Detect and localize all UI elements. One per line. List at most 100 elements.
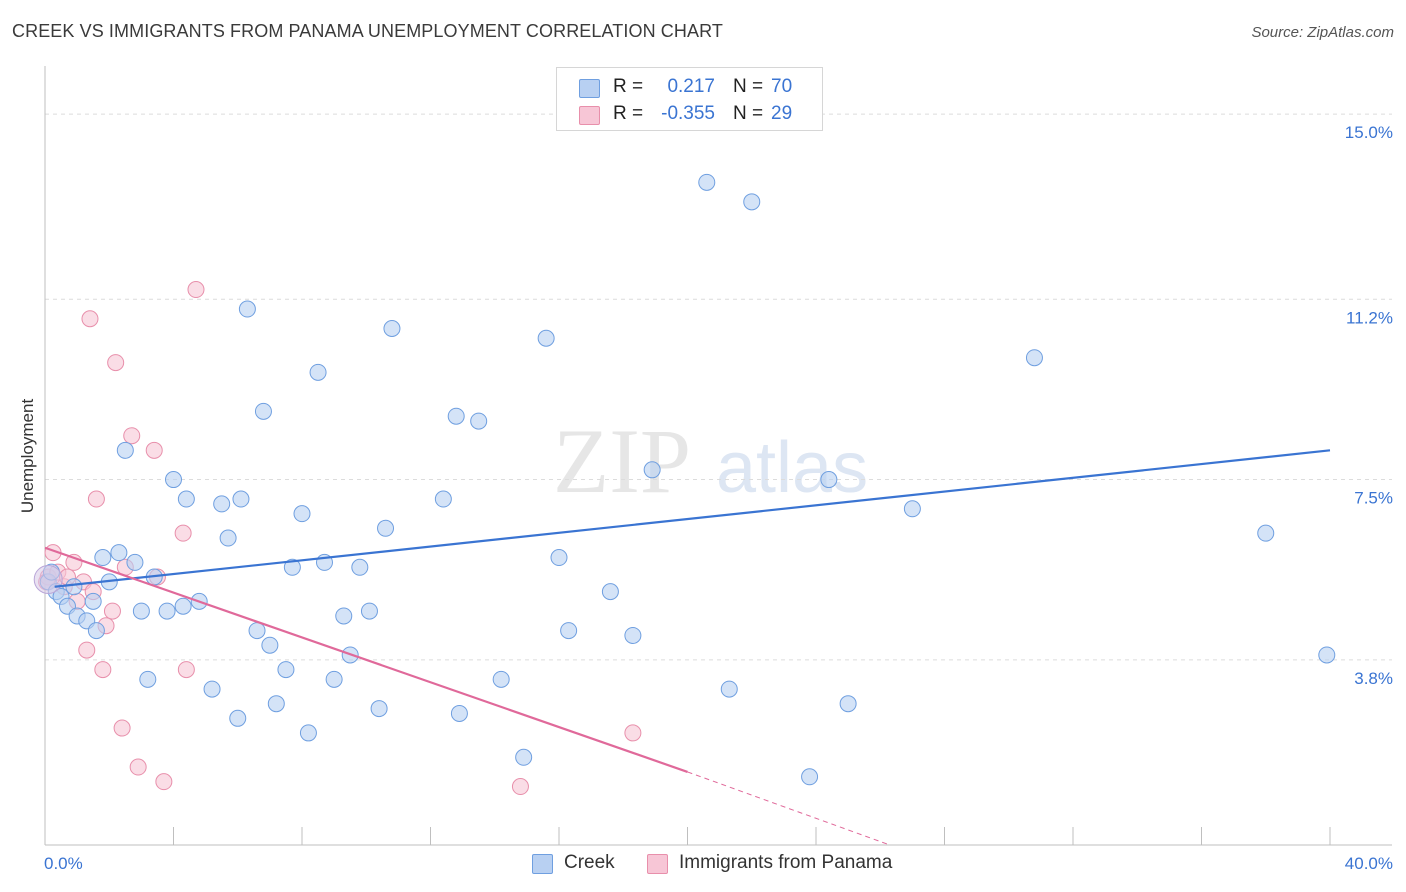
axes bbox=[44, 66, 1392, 846]
cluster-point bbox=[33, 564, 63, 594]
creek-point bbox=[283, 558, 301, 576]
panama-point bbox=[511, 778, 529, 796]
creek-point bbox=[277, 661, 295, 679]
legend-panama-label: Immigrants from Panama bbox=[679, 852, 893, 873]
chart-title: CREEK VS IMMIGRANTS FROM PANAMA UNEMPLOY… bbox=[12, 21, 723, 41]
creek-point bbox=[213, 495, 231, 513]
creek-point bbox=[1257, 524, 1275, 542]
panama-point bbox=[174, 524, 192, 542]
creek-point bbox=[560, 622, 578, 640]
panama-points bbox=[38, 281, 642, 796]
panama-point bbox=[107, 354, 125, 372]
y-tick-label: 15.0% bbox=[1345, 123, 1393, 142]
creek-point bbox=[370, 700, 388, 718]
creek-point bbox=[434, 490, 452, 508]
panama-swatch bbox=[579, 106, 600, 125]
creek-point bbox=[383, 320, 401, 338]
creek-point bbox=[550, 549, 568, 567]
watermark-atlas: atlas bbox=[716, 428, 868, 508]
x-tick-label-min: 0.0% bbox=[44, 854, 83, 873]
creek-point bbox=[254, 402, 272, 420]
creek-point bbox=[87, 622, 105, 640]
panama-point bbox=[145, 441, 163, 459]
y-tick-label: 7.5% bbox=[1354, 489, 1393, 508]
creek-point bbox=[126, 553, 144, 571]
creek-point bbox=[165, 471, 182, 489]
panama-point bbox=[81, 310, 99, 328]
creek-point bbox=[470, 412, 488, 430]
creek-point bbox=[801, 768, 819, 786]
creek-point bbox=[293, 505, 311, 523]
creek-point bbox=[839, 695, 857, 713]
creek-point bbox=[720, 680, 738, 698]
creek-point bbox=[325, 670, 343, 688]
creek-point bbox=[132, 602, 150, 620]
legend-creek-label: Creek bbox=[564, 852, 615, 873]
creek-point bbox=[360, 602, 378, 620]
creek-point bbox=[515, 748, 533, 766]
creek-point bbox=[309, 363, 327, 381]
x-tick-labels: 0.0% 40.0% bbox=[44, 854, 1393, 873]
panama-point bbox=[94, 661, 112, 679]
panama-point bbox=[624, 724, 642, 742]
creek-n-value: 70 bbox=[771, 76, 793, 97]
creek-point bbox=[335, 607, 353, 625]
panama-point bbox=[87, 490, 105, 508]
creek-point bbox=[116, 441, 134, 459]
creek-r-label: R = bbox=[613, 76, 644, 97]
watermark-zip: ZIP bbox=[553, 410, 691, 512]
y-tick-label: 11.2% bbox=[1346, 308, 1393, 327]
panama-point bbox=[155, 773, 173, 791]
panama-n-value: 29 bbox=[771, 103, 793, 124]
creek-point bbox=[177, 490, 195, 508]
legend-row-creek: R = 0.217 N = 70 bbox=[557, 74, 822, 102]
creek-point bbox=[219, 529, 237, 547]
creek-point bbox=[643, 461, 661, 479]
creek-point bbox=[261, 636, 279, 654]
y-tick-labels: 3.8% 7.5% 11.2% 15.0% bbox=[1345, 123, 1393, 688]
panama-trend-extension bbox=[687, 771, 891, 846]
panama-point bbox=[177, 661, 195, 679]
panama-point bbox=[113, 719, 131, 737]
panama-n-label: N = bbox=[733, 103, 764, 124]
creek-point bbox=[903, 500, 921, 518]
creek-point bbox=[267, 695, 285, 713]
creek-point bbox=[351, 558, 369, 576]
panama-point bbox=[129, 758, 147, 776]
creek-point bbox=[537, 329, 555, 347]
creek-point bbox=[248, 622, 266, 640]
correlation-legend: R = 0.217 N = 70 R = -0.355 N = 29 bbox=[556, 67, 823, 131]
creek-point bbox=[158, 602, 176, 620]
creek-n-label: N = bbox=[733, 76, 764, 97]
creek-point bbox=[601, 583, 619, 601]
panama-r-value: -0.355 bbox=[661, 103, 715, 124]
creek-point bbox=[698, 173, 716, 191]
creek-point bbox=[238, 300, 256, 318]
creek-point bbox=[1318, 646, 1336, 664]
creek-point bbox=[820, 471, 838, 489]
creek-r-value: 0.217 bbox=[667, 76, 715, 97]
panama-trend-line bbox=[44, 546, 688, 773]
creek-point bbox=[174, 597, 192, 615]
creek-point bbox=[84, 592, 102, 610]
creek-point bbox=[492, 670, 510, 688]
watermark: ZIP atlas bbox=[553, 410, 868, 512]
creek-point bbox=[743, 193, 761, 211]
creek-point bbox=[139, 670, 157, 688]
legend-row-panama: R = -0.355 N = 29 bbox=[557, 101, 822, 129]
x-tick-label-max: 40.0% bbox=[1345, 854, 1393, 873]
creek-point bbox=[232, 490, 250, 508]
creek-point bbox=[450, 704, 468, 722]
creek-point bbox=[203, 680, 221, 698]
gridlines bbox=[45, 113, 1392, 661]
creek-point bbox=[94, 549, 112, 567]
trend-lines bbox=[44, 449, 1331, 846]
panama-point bbox=[123, 427, 141, 445]
panama-point bbox=[187, 281, 205, 299]
legend-panama-swatch bbox=[647, 854, 668, 874]
creek-point bbox=[65, 578, 83, 596]
legend-creek-swatch bbox=[532, 854, 553, 874]
creek-point bbox=[624, 626, 642, 644]
creek-point bbox=[447, 407, 465, 425]
